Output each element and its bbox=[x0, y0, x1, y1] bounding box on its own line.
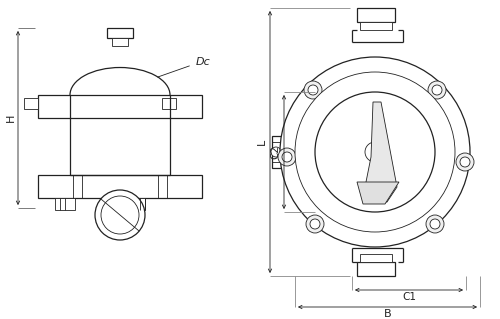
Circle shape bbox=[432, 85, 442, 95]
Bar bbox=[125, 198, 145, 210]
Circle shape bbox=[304, 81, 322, 99]
Bar bbox=[107, 28, 133, 38]
Circle shape bbox=[95, 190, 145, 240]
Bar bbox=[357, 262, 395, 276]
Polygon shape bbox=[365, 102, 397, 202]
Circle shape bbox=[278, 148, 296, 166]
Bar bbox=[357, 8, 395, 22]
Polygon shape bbox=[357, 182, 399, 204]
Circle shape bbox=[101, 196, 139, 234]
Circle shape bbox=[308, 85, 318, 95]
Text: Dc: Dc bbox=[196, 57, 211, 67]
Circle shape bbox=[428, 81, 446, 99]
Circle shape bbox=[456, 153, 474, 171]
Bar bbox=[162, 98, 176, 109]
Circle shape bbox=[280, 57, 470, 247]
Bar bbox=[360, 22, 392, 30]
Circle shape bbox=[426, 215, 444, 233]
Text: C1: C1 bbox=[402, 292, 416, 302]
Circle shape bbox=[460, 157, 470, 167]
Bar bbox=[112, 38, 128, 46]
Text: B: B bbox=[384, 309, 392, 319]
Bar bbox=[360, 254, 392, 262]
Circle shape bbox=[271, 147, 281, 157]
Bar bbox=[55, 198, 75, 210]
Text: H: H bbox=[6, 114, 16, 122]
Text: C2: C2 bbox=[270, 145, 280, 159]
Circle shape bbox=[315, 92, 435, 212]
Circle shape bbox=[310, 219, 320, 229]
Bar bbox=[38, 175, 202, 198]
Circle shape bbox=[306, 215, 324, 233]
Bar bbox=[24, 98, 38, 109]
Bar bbox=[38, 95, 202, 118]
Circle shape bbox=[430, 219, 440, 229]
Circle shape bbox=[365, 142, 385, 162]
Circle shape bbox=[282, 152, 292, 162]
Bar bbox=[272, 136, 290, 168]
Circle shape bbox=[295, 72, 455, 232]
Text: L: L bbox=[257, 139, 267, 145]
